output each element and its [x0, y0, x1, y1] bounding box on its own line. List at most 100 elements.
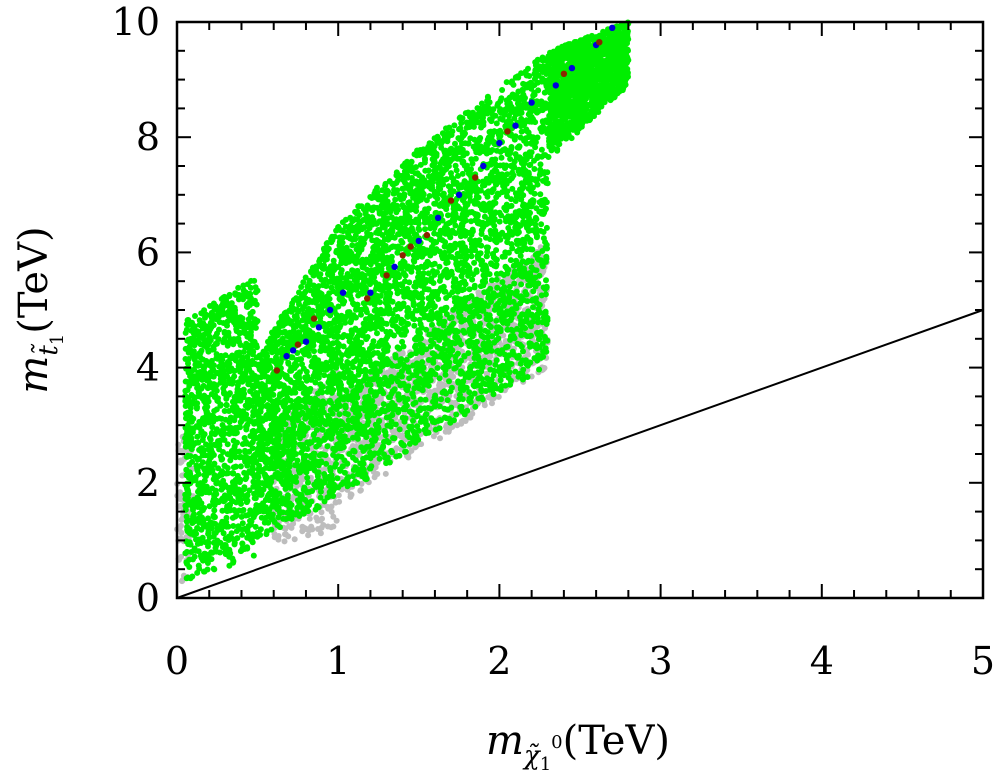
data-point	[302, 288, 309, 295]
data-point	[250, 373, 257, 380]
data-point	[220, 477, 227, 484]
data-point	[269, 503, 275, 510]
data-point	[317, 271, 324, 278]
data-point	[388, 244, 395, 251]
data-point	[228, 530, 235, 537]
data-point	[300, 303, 307, 310]
data-point	[300, 508, 307, 515]
data-point	[319, 300, 326, 307]
data-point	[434, 387, 441, 393]
data-point	[198, 322, 205, 329]
data-point	[188, 549, 195, 555]
data-point	[249, 445, 256, 452]
data-point	[232, 463, 239, 470]
data-point	[220, 377, 227, 384]
data-point	[201, 342, 208, 349]
data-point	[186, 564, 193, 570]
data-point	[289, 417, 296, 423]
data-point	[254, 380, 261, 387]
data-point	[328, 508, 335, 515]
data-point	[226, 546, 233, 553]
data-point	[232, 513, 239, 520]
data-point	[217, 369, 224, 375]
data-point	[276, 432, 283, 439]
data-point	[202, 405, 208, 411]
data-point	[200, 331, 207, 338]
data-point	[231, 373, 238, 380]
data-point	[342, 216, 349, 223]
data-point	[293, 373, 299, 380]
data-point	[244, 462, 251, 469]
data-point	[266, 465, 272, 472]
data-point	[249, 357, 256, 364]
data-point	[183, 415, 189, 422]
data-point	[441, 382, 448, 389]
data-point	[314, 436, 321, 443]
data-point	[203, 441, 209, 448]
data-point	[224, 470, 231, 477]
data-point	[253, 342, 260, 348]
data-point	[224, 373, 231, 380]
data-point	[347, 491, 354, 498]
data-point	[239, 315, 246, 322]
data-point	[218, 303, 225, 310]
data-point	[235, 284, 242, 291]
data-point	[345, 417, 352, 424]
data-point	[323, 460, 330, 467]
data-point	[195, 339, 202, 346]
data-point	[185, 401, 192, 408]
data-point	[249, 466, 256, 473]
data-point	[313, 478, 320, 485]
data-point	[291, 403, 298, 410]
data-point	[266, 481, 273, 488]
data-point	[221, 492, 228, 499]
data-point	[229, 535, 236, 542]
data-point	[212, 487, 219, 494]
data-point	[213, 387, 220, 394]
data-point	[302, 274, 309, 281]
data-point	[226, 291, 233, 298]
data-point	[260, 444, 266, 451]
data-point	[194, 433, 201, 440]
data-point	[357, 487, 364, 494]
data-point	[286, 307, 293, 314]
data-point	[410, 300, 417, 307]
data-point	[469, 410, 475, 417]
data-point	[234, 535, 241, 542]
data-point	[261, 471, 268, 478]
data-point	[301, 524, 307, 531]
data-point	[274, 470, 281, 476]
data-point	[224, 441, 231, 448]
data-point	[395, 271, 402, 278]
data-point	[182, 502, 189, 509]
data-point	[317, 315, 324, 321]
data-point	[306, 502, 313, 508]
data-point	[272, 494, 279, 501]
data-point	[269, 345, 275, 352]
data-point	[186, 442, 193, 448]
data-point	[300, 442, 306, 448]
data-point	[384, 422, 391, 429]
data-point	[306, 489, 313, 495]
data-point	[382, 470, 389, 477]
data-point	[286, 463, 293, 470]
data-point	[323, 293, 330, 300]
data-point	[286, 388, 293, 395]
data-point	[401, 418, 408, 425]
data-point	[236, 352, 243, 359]
data-point	[281, 538, 288, 545]
data-point	[272, 424, 279, 431]
data-point	[229, 380, 236, 387]
data-point	[232, 476, 239, 483]
data-point	[286, 505, 293, 512]
data-point	[271, 334, 278, 341]
data-point	[215, 313, 222, 320]
data-point	[280, 382, 287, 389]
data-point	[333, 460, 339, 467]
data-point	[229, 470, 236, 477]
data-point	[483, 370, 490, 377]
data-point	[185, 498, 192, 505]
data-point	[201, 550, 208, 557]
data-point	[245, 416, 251, 423]
data-point	[244, 293, 251, 300]
